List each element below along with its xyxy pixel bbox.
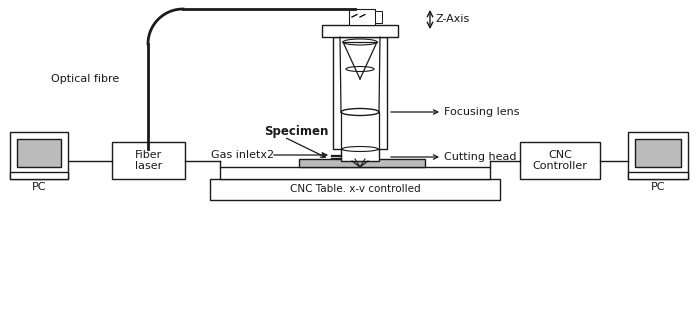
Bar xyxy=(520,142,600,179)
Bar xyxy=(628,132,688,179)
Bar xyxy=(10,172,68,179)
Bar xyxy=(628,172,688,179)
Bar xyxy=(322,25,398,37)
Text: Focusing lens: Focusing lens xyxy=(444,107,519,117)
Text: Cutting head: Cutting head xyxy=(444,152,517,162)
Bar xyxy=(220,167,490,179)
Ellipse shape xyxy=(343,39,377,45)
Ellipse shape xyxy=(341,109,379,115)
Text: Specimen: Specimen xyxy=(264,125,328,137)
Bar xyxy=(375,11,382,23)
Bar xyxy=(17,139,61,167)
Text: Optical fibre: Optical fibre xyxy=(51,74,119,84)
Bar xyxy=(112,142,185,179)
Text: CNC
Controller: CNC Controller xyxy=(533,150,587,171)
Text: CNC Table. x-v controlled: CNC Table. x-v controlled xyxy=(290,184,420,195)
Bar xyxy=(341,149,379,161)
Bar xyxy=(210,179,500,200)
Text: Fiber
laser: Fiber laser xyxy=(135,150,162,171)
Ellipse shape xyxy=(342,146,378,151)
Text: PC: PC xyxy=(651,182,665,192)
Bar xyxy=(635,139,681,167)
Bar xyxy=(349,9,375,25)
Text: PC: PC xyxy=(32,182,46,192)
Text: Z-Axis: Z-Axis xyxy=(436,14,470,25)
Bar xyxy=(299,159,425,167)
Ellipse shape xyxy=(346,66,374,72)
Bar xyxy=(333,37,387,149)
Text: Gas inletx2: Gas inletx2 xyxy=(211,150,274,160)
Bar xyxy=(10,132,68,179)
